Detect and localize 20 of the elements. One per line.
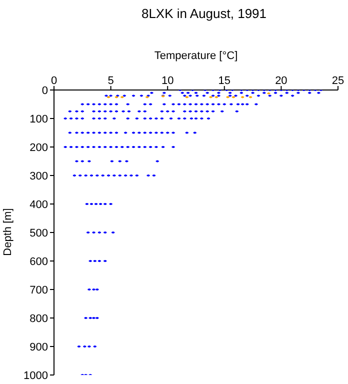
y-tick-label: 800 [30,312,48,325]
y-tick-label: 1000 [24,370,48,382]
x-tick-label: 20 [275,75,288,87]
x-tick-label: 15 [218,75,231,87]
y-tick-label: 100 [30,113,48,126]
x-tick-label: 0 [50,75,58,87]
y-tick-label: 300 [30,170,48,182]
y-axis-title: Depth [m] [2,208,14,256]
chart-title: 8LXK in August, 1991 [140,6,268,21]
y-tick-label: 200 [30,142,48,154]
y-tick-label: 500 [30,227,48,240]
x-axis-title: Temperature [°C] [153,50,239,62]
y-tick-label: 400 [30,198,48,211]
y-tick-label: 0 [42,84,48,97]
y-tick-label: 600 [30,256,48,268]
x-tick-label: 5 [108,75,114,87]
x-tick-label: 10 [161,75,174,87]
y-tick-label: 700 [30,284,48,296]
y-tick-label: 900 [30,341,48,354]
x-tick-label: 25 [332,75,344,87]
